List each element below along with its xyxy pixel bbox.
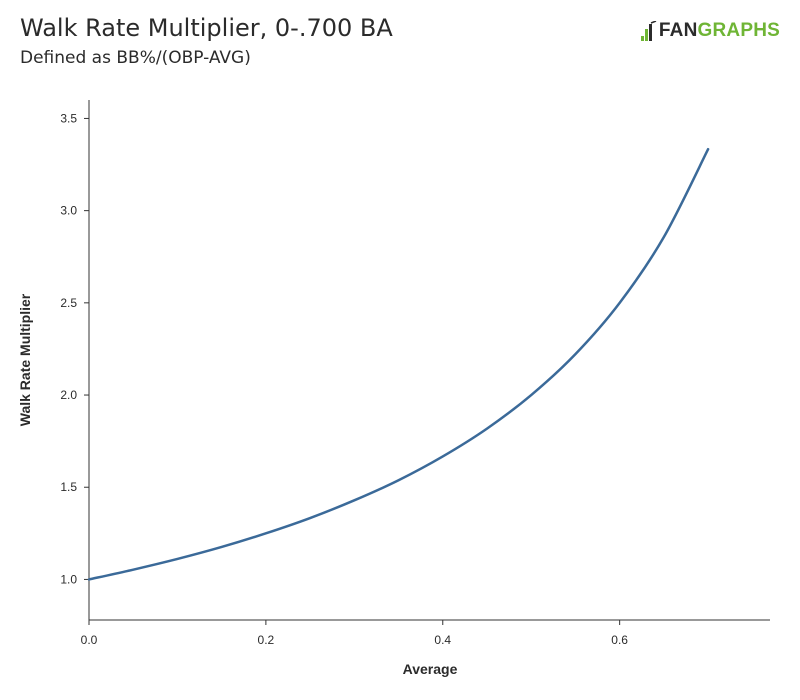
x-axis-label: Average (403, 661, 458, 677)
y-axis-label: Walk Rate Multiplier (17, 293, 33, 426)
logo-text-graphs: GRAPHS (697, 20, 780, 41)
axes: 1.0 1.5 2.0 2.5 3.0 3.5 0.0 0.2 0.4 0.6 (60, 100, 770, 647)
chart-subtitle: Defined as BB%/(OBP-AVG) (20, 48, 251, 68)
y-tick-label: 3.0 (60, 204, 77, 218)
fangraphs-logo: FAN GRAPHS (640, 20, 780, 42)
chart-title: Walk Rate Multiplier, 0-.700 BA (20, 14, 393, 42)
x-tick-label: 0.2 (258, 633, 275, 647)
batter-logo-icon (640, 21, 657, 41)
plot-area (87, 147, 710, 581)
y-tick-label: 1.5 (60, 480, 77, 494)
x-tick-label: 0.4 (434, 633, 451, 647)
y-tick-label: 2.5 (60, 296, 77, 310)
y-tick-label: 3.5 (60, 111, 77, 125)
x-tick-label: 0.6 (611, 633, 628, 647)
x-tick-label: 0.0 (81, 633, 98, 647)
y-tick-label: 1.0 (60, 572, 77, 586)
series-line (87, 147, 710, 581)
y-tick-label: 2.0 (60, 388, 77, 402)
logo-text-fan: FAN (658, 20, 698, 41)
